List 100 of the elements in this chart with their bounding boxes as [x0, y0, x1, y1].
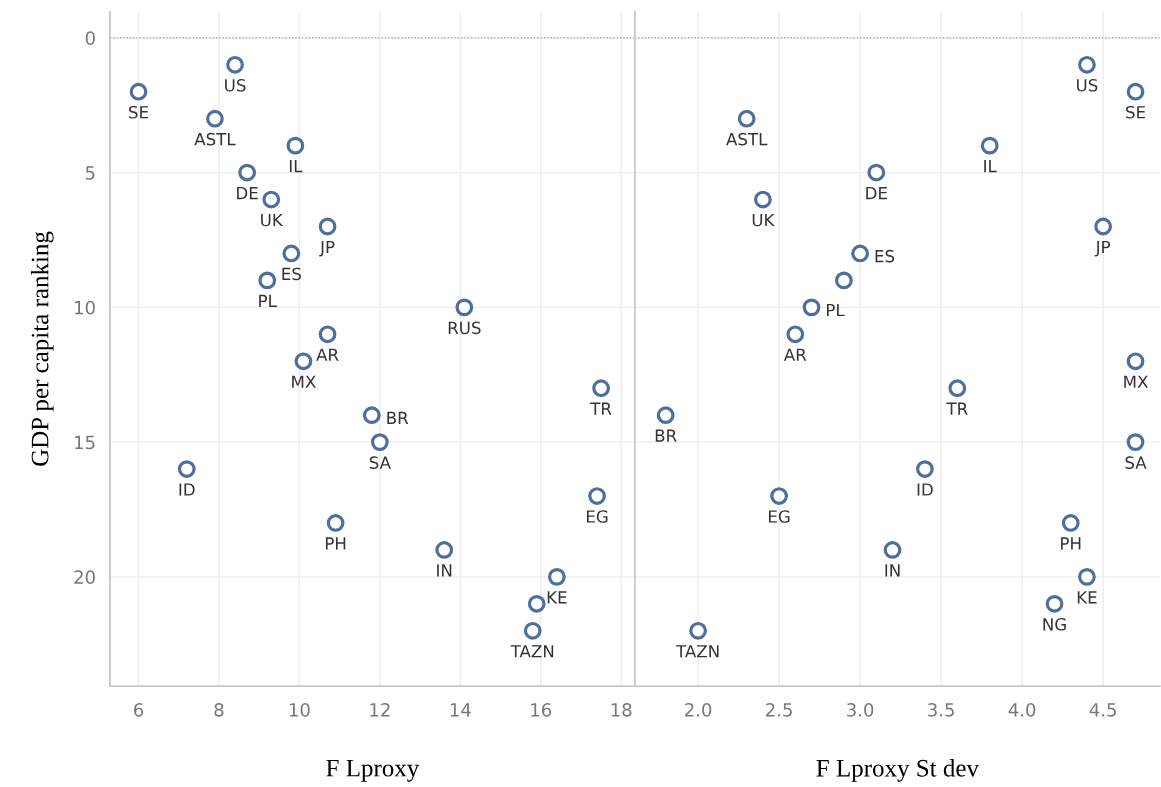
point	[129, 82, 148, 101]
point	[689, 621, 707, 640]
annotation: EG	[769, 510, 790, 523]
annotation: MX	[292, 375, 316, 388]
point	[523, 621, 542, 640]
x-tick-label: 14	[450, 703, 471, 717]
point	[883, 541, 902, 559]
annotation: ASTL	[194, 132, 236, 146]
annotation: PL	[259, 294, 277, 307]
x-axis-title: F Lproxy St dev	[816, 759, 979, 782]
point	[547, 567, 566, 586]
point	[656, 406, 675, 425]
point	[226, 55, 244, 74]
point	[286, 136, 305, 155]
point	[786, 325, 805, 344]
annotation: US	[225, 78, 246, 92]
annotation: TAZN	[675, 645, 719, 658]
annotation: UK	[752, 213, 775, 227]
point	[206, 109, 224, 128]
point	[282, 244, 301, 263]
annotation: AR	[783, 348, 807, 361]
point	[370, 433, 389, 451]
x-tick-label: 8	[214, 703, 224, 717]
point	[326, 514, 345, 532]
point	[318, 217, 337, 236]
point	[238, 163, 256, 182]
point	[851, 244, 869, 263]
annotation: SA	[1125, 456, 1147, 469]
x-tick-label: 16	[531, 703, 552, 717]
x-tick-label: 18	[611, 703, 632, 717]
x-tick-label: 10	[289, 703, 310, 717]
annotation: ID	[917, 483, 933, 496]
annotation: IL	[984, 160, 997, 173]
annotation: PH	[325, 537, 346, 550]
y-tick-label: 20	[74, 570, 95, 584]
point	[362, 406, 381, 425]
annotation: SE	[129, 105, 148, 119]
annotation: KE	[547, 591, 567, 604]
annotation: ASTL	[726, 132, 768, 146]
point	[435, 541, 454, 559]
point	[1126, 82, 1145, 101]
point	[867, 163, 886, 182]
annotation: ID	[179, 483, 195, 496]
annotation: TAZN	[510, 645, 554, 658]
x-axis-title: F Lproxy	[326, 759, 420, 782]
annotation: SA	[369, 456, 391, 469]
point	[1094, 217, 1113, 236]
point	[737, 109, 756, 128]
x-tick-label: 3.0	[847, 703, 874, 717]
annotation: KE	[1077, 591, 1097, 604]
annotation: DE	[237, 187, 258, 200]
point	[1078, 567, 1096, 586]
y-tick-label: 10	[75, 300, 95, 315]
x-tick-label: 2.0	[685, 703, 712, 717]
point	[592, 379, 610, 398]
point	[1078, 55, 1096, 74]
point	[835, 271, 853, 290]
x-tick-label: 4.0	[1008, 703, 1036, 717]
annotation: DE	[866, 187, 887, 200]
point	[318, 325, 337, 344]
point	[770, 487, 788, 505]
annotation: IN	[437, 564, 452, 577]
annotation: AR	[316, 348, 339, 361]
annotation: PH	[1061, 537, 1081, 550]
point	[294, 352, 313, 371]
x-tick-label: 4.5	[1089, 703, 1116, 717]
point	[802, 298, 821, 317]
y-tick-label: 0	[85, 31, 95, 45]
point	[588, 487, 606, 505]
point	[455, 298, 474, 317]
annotation: PL	[827, 303, 845, 317]
annotation: EG	[586, 510, 608, 523]
point	[948, 379, 967, 398]
y-tick-label: 15	[75, 435, 95, 450]
annotation: IL	[289, 160, 303, 173]
point	[1126, 433, 1145, 451]
point	[177, 460, 196, 478]
annotation: ES	[282, 267, 301, 281]
point	[916, 460, 934, 478]
point	[1126, 352, 1145, 371]
point	[1061, 514, 1080, 532]
annotation: MX	[1124, 375, 1148, 388]
x-tick-label: 12	[370, 703, 390, 717]
point	[527, 594, 546, 613]
x-tick-label: 6	[134, 703, 144, 717]
annotation: UK	[261, 213, 284, 227]
annotation: SE	[1126, 105, 1146, 119]
annotation: ES	[875, 249, 895, 263]
annotation: BR	[387, 411, 409, 424]
point	[262, 190, 281, 209]
annotation: US	[1076, 78, 1098, 92]
point	[1045, 594, 1064, 613]
point	[754, 190, 772, 209]
annotation: IN	[885, 564, 900, 577]
annotation: JP	[1094, 240, 1111, 257]
x-tick-label: 2.5	[766, 703, 792, 717]
annotation: RUS	[448, 321, 481, 335]
annotation: TR	[590, 402, 612, 415]
annotation: NG	[1043, 618, 1066, 631]
y-axis-title: GDP per capita ranking	[30, 231, 54, 466]
